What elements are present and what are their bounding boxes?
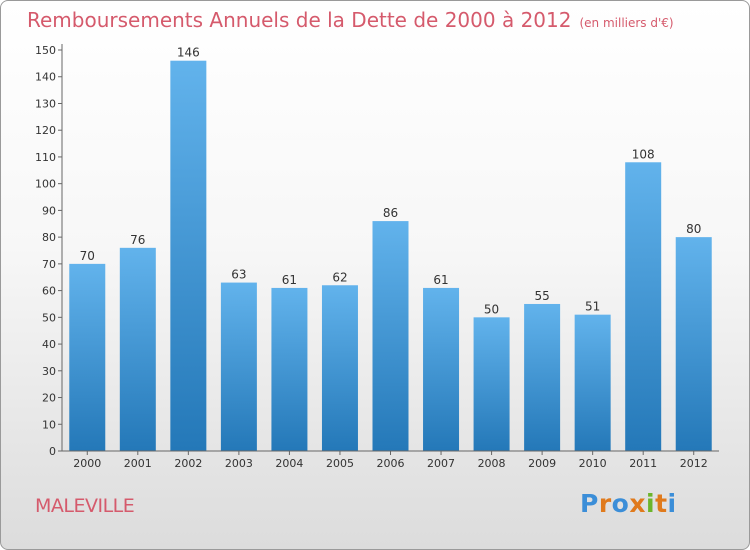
- y-tick-label: 120: [35, 124, 56, 137]
- logo-letter: P: [580, 489, 599, 518]
- x-tick-label: 2005: [326, 457, 354, 470]
- x-tick-label: 2003: [225, 457, 253, 470]
- bar-2005[interactable]: [321, 285, 358, 451]
- bar-value-label: 61: [433, 273, 448, 287]
- bar-value-label: 146: [177, 46, 200, 60]
- bar-value-label: 51: [585, 300, 600, 314]
- bar-2009[interactable]: [524, 303, 561, 451]
- x-tick-label: 2012: [680, 457, 708, 470]
- bar-value-label: 76: [130, 233, 145, 247]
- bar-2000[interactable]: [69, 263, 106, 451]
- bar-value-label: 80: [686, 222, 701, 236]
- bar-2011[interactable]: [625, 162, 662, 451]
- y-tick-label: 70: [42, 258, 56, 271]
- chart-title: Remboursements Annuels de la Dette de 20…: [27, 8, 674, 32]
- chart-subtitle: (en milliers d'€): [579, 16, 674, 30]
- y-tick-label: 140: [35, 71, 56, 84]
- bars-group: 70 76 146 63 61 62 86 61 50 55 51 108 80: [69, 46, 712, 452]
- bar-value-label: 61: [282, 273, 297, 287]
- logo-letter: x: [629, 489, 646, 518]
- city-name: MALEVILLE: [35, 495, 135, 517]
- y-tick-label: 0: [49, 445, 56, 458]
- logo-letter: o: [611, 489, 630, 518]
- x-tick-label: 2007: [427, 457, 455, 470]
- logo-letter: t: [655, 489, 668, 518]
- x-tick-label: 2006: [377, 457, 405, 470]
- x-tick-label: 2010: [579, 457, 607, 470]
- y-tick-label: 60: [42, 285, 56, 298]
- logo-letter: i: [667, 489, 677, 518]
- y-axis: 0 10 20 30 40 50 60 70 80 90 100 110 120 130 140 150: [35, 44, 63, 458]
- bar-2006[interactable]: [372, 221, 409, 451]
- chart-title-text: Remboursements Annuels de la Dette de 20…: [27, 8, 572, 32]
- logo-letter: r: [598, 489, 612, 518]
- y-tick-label: 80: [42, 231, 56, 244]
- bar-value-label: 50: [484, 302, 499, 316]
- y-tick-label: 10: [42, 418, 56, 431]
- bar-value-label: 63: [231, 268, 246, 282]
- x-axis: 2000 2001 2002 2003 2004 2005 2006 2007 2008 2009…: [62, 450, 719, 470]
- bar-value-label: 62: [332, 270, 347, 284]
- y-tick-label: 40: [42, 338, 56, 351]
- bar-2002[interactable]: [170, 60, 207, 452]
- proxiti-logo[interactable]: Proxiti: [580, 489, 677, 518]
- bar-value-label: 55: [534, 289, 549, 303]
- x-tick-label: 2000: [73, 457, 101, 470]
- bar-2001[interactable]: [119, 247, 156, 451]
- x-tick-label: 2009: [528, 457, 556, 470]
- y-tick-label: 130: [35, 97, 56, 110]
- y-tick-label: 150: [35, 44, 56, 57]
- bar-2003[interactable]: [220, 282, 257, 451]
- bar-value-label: 70: [80, 249, 95, 263]
- bar-2008[interactable]: [473, 317, 510, 451]
- bar-2004[interactable]: [271, 287, 308, 451]
- bar-2007[interactable]: [423, 287, 460, 451]
- y-tick-label: 110: [35, 151, 56, 164]
- logo-letter: i: [646, 489, 656, 518]
- y-tick-label: 30: [42, 365, 56, 378]
- bar-value-label: 86: [383, 206, 398, 220]
- x-tick-label: 2008: [478, 457, 506, 470]
- x-tick-label: 2004: [275, 457, 303, 470]
- x-tick-label: 2001: [124, 457, 152, 470]
- bar-2010[interactable]: [574, 314, 611, 451]
- y-tick-label: 50: [42, 311, 56, 324]
- y-tick-label: 20: [42, 392, 56, 405]
- bar-value-label: 108: [632, 147, 655, 161]
- x-tick-label: 2011: [629, 457, 657, 470]
- y-tick-label: 90: [42, 204, 56, 217]
- bar-2012[interactable]: [675, 237, 712, 451]
- y-tick-label: 100: [35, 178, 56, 191]
- x-tick-label: 2002: [174, 457, 202, 470]
